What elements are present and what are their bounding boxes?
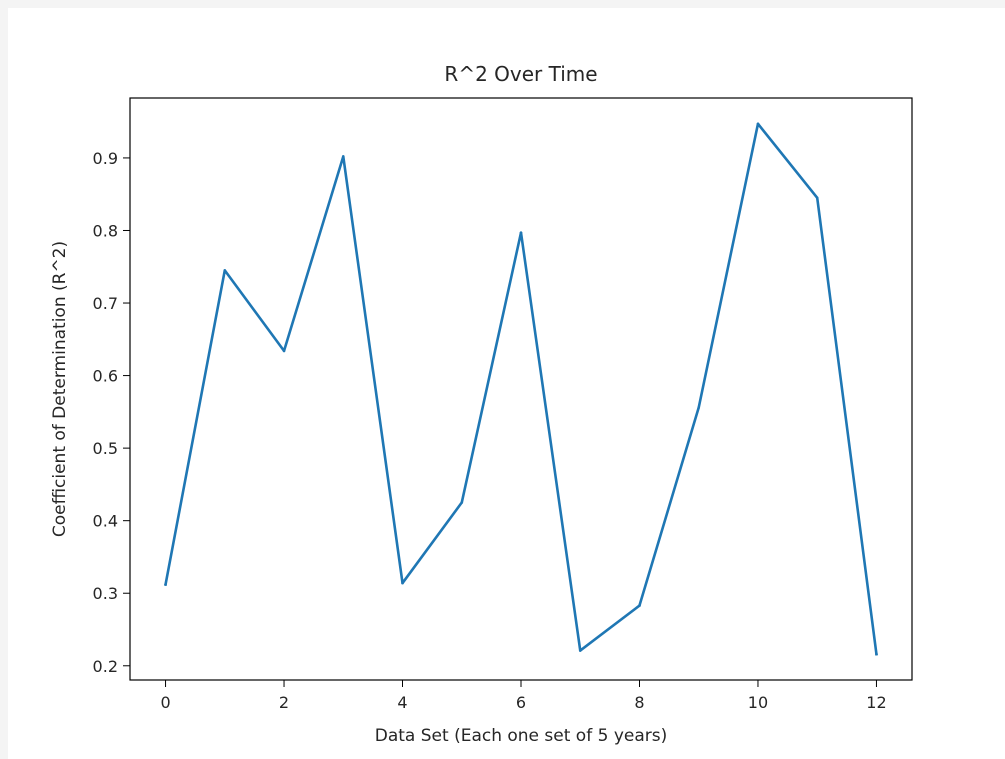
data-point [164,583,167,586]
data-point [223,269,227,272]
data-point [341,155,345,158]
y-tick-label: 0.3 [93,584,118,603]
x-tick-label: 6 [516,693,526,712]
data-point [401,581,404,585]
x-axis-label: Data Set (Each one set of 5 years) [375,726,667,746]
y-tick-label: 0.7 [93,294,118,313]
chart-figure: R^2 Over Time 0.2 0.3 0.4 0.5 0.6 0.7 0.8 0.9 0… [8,8,1005,759]
chart-title: R^2 Over Time [444,62,597,86]
data-point [460,501,464,504]
x-tick-label: 4 [397,693,407,712]
y-axis-ticks: 0.2 0.3 0.4 0.5 0.6 0.7 0.8 0.9 [93,149,130,676]
y-tick-label: 0.6 [93,367,118,386]
data-point [697,406,701,409]
y-tick-label: 0.5 [93,439,118,458]
x-tick-label: 12 [866,693,886,712]
series-group [164,122,878,656]
y-tick-label: 0.4 [93,512,118,531]
plot-background [130,98,912,680]
data-point [815,196,819,200]
y-tick-label: 0.9 [93,149,118,168]
data-point [756,122,760,126]
data-point [578,649,582,652]
plot-frame [129,97,913,681]
line-chart: R^2 Over Time 0.2 0.3 0.4 0.5 0.6 0.7 0.8 0.9 0… [50,62,913,746]
x-tick-label: 0 [160,693,170,712]
y-axis-label: Coefficient of Determination (R^2) [50,241,70,537]
x-tick-label: 10 [748,693,768,712]
y-tick-label: 0.2 [93,657,118,676]
x-tick-label: 8 [634,693,644,712]
x-tick-label: 2 [279,693,289,712]
y-tick-label: 0.8 [93,221,118,240]
data-point [875,652,878,656]
x-axis-ticks: 0 2 4 6 8 10 12 [160,680,887,712]
data-point [519,231,523,234]
data-point [282,349,286,353]
data-point [638,604,641,607]
